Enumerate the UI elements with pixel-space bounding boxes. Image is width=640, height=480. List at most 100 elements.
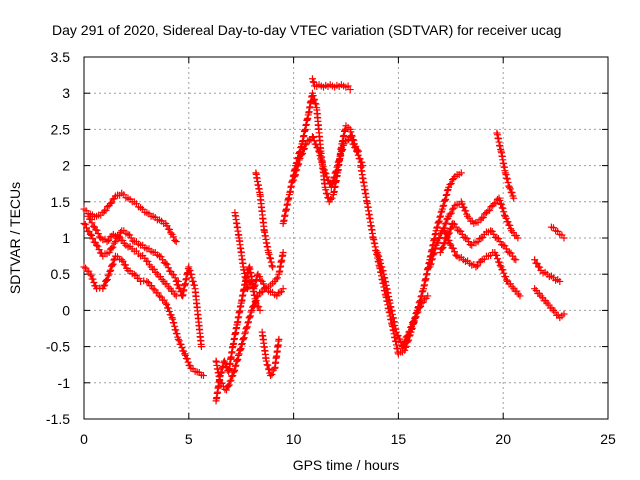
data-point (477, 234, 485, 242)
data-point (408, 323, 416, 331)
data-point (417, 293, 425, 301)
data-point (455, 227, 463, 235)
data-point (304, 137, 312, 145)
data-point (108, 199, 116, 207)
data-point (315, 148, 323, 156)
y-tick-label: 1.5 (51, 194, 71, 210)
data-point (80, 220, 88, 228)
data-point (536, 263, 544, 271)
data-point (430, 250, 438, 258)
data-point (218, 364, 226, 372)
data-point (416, 303, 424, 311)
y-tick-label: 3.5 (51, 49, 71, 65)
data-point (169, 233, 177, 241)
series-track-s (493, 129, 518, 202)
data-point (235, 350, 243, 358)
data-point (119, 257, 127, 265)
data-point (461, 234, 469, 242)
data-point (298, 150, 306, 158)
data-point (418, 292, 426, 300)
data-point (403, 332, 411, 340)
data-point (378, 263, 386, 271)
data-point (336, 152, 344, 160)
data-point (94, 230, 102, 238)
data-point (174, 335, 182, 343)
data-point (433, 239, 441, 247)
data-point (441, 196, 449, 204)
series-track-a (80, 189, 180, 246)
data-point (334, 162, 342, 170)
data-point (103, 276, 111, 284)
data-point (105, 248, 113, 256)
data-point (454, 226, 462, 234)
data-point (502, 245, 510, 253)
data-point (106, 267, 114, 275)
data-point (302, 140, 310, 148)
data-point (151, 286, 159, 294)
data-point (94, 242, 102, 250)
data-point (311, 99, 319, 107)
data-point (401, 337, 409, 345)
data-point (332, 168, 340, 176)
data-point (449, 244, 457, 252)
data-point (339, 141, 347, 149)
data-point (323, 190, 331, 198)
data-point (257, 276, 265, 284)
data-point (560, 310, 568, 318)
data-point (433, 224, 441, 232)
data-point (472, 263, 480, 271)
data-point (509, 229, 517, 237)
data-point (499, 204, 507, 212)
data-point (322, 170, 330, 178)
data-point (435, 217, 443, 225)
data-point (439, 202, 447, 210)
data-point (446, 225, 454, 233)
data-point (410, 317, 418, 325)
data-point (330, 174, 338, 182)
data-point (499, 266, 507, 274)
data-point (487, 227, 495, 235)
data-point (500, 208, 508, 216)
data-point (257, 288, 265, 296)
data-point (350, 140, 358, 148)
data-point (300, 145, 308, 153)
data-point (106, 200, 114, 208)
data-point (392, 328, 400, 336)
data-point (556, 277, 564, 285)
data-point (87, 215, 95, 223)
data-point (417, 299, 425, 307)
data-point (104, 272, 112, 280)
data-point (431, 245, 439, 253)
data-point (247, 308, 255, 316)
data-point (279, 248, 287, 256)
data-point (273, 292, 281, 300)
data-point (229, 372, 237, 380)
data-point (164, 304, 172, 312)
data-point (87, 272, 95, 280)
data-point (322, 189, 330, 197)
data-point (516, 292, 524, 300)
data-point (503, 174, 511, 182)
x-tick-label: 20 (495, 431, 511, 447)
data-point (427, 260, 435, 268)
data-point (189, 278, 197, 286)
series-track-i (252, 169, 277, 271)
data-point (199, 372, 207, 380)
data-point (109, 260, 117, 268)
data-point (238, 340, 246, 348)
data-point (332, 167, 340, 175)
data-point (510, 255, 518, 263)
data-point (310, 137, 318, 145)
data-point (442, 191, 450, 199)
data-point (264, 361, 272, 369)
data-point (245, 318, 253, 326)
data-point (457, 169, 465, 177)
data-point (435, 218, 443, 226)
data-point (426, 261, 434, 269)
data-point (292, 167, 300, 175)
data-point (301, 141, 309, 149)
data-point (503, 175, 511, 183)
data-point (346, 133, 354, 141)
data-point (341, 137, 349, 145)
